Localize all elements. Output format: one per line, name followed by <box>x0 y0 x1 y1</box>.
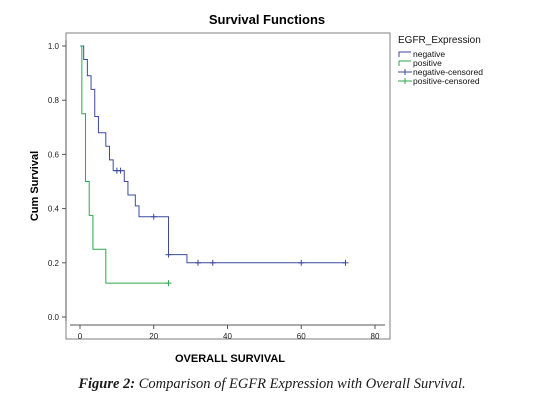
legend-entry-negative-censored: negative-censored <box>413 67 483 77</box>
y-tick-label: 0.6 <box>48 150 60 159</box>
legend-key-positive <box>398 60 411 66</box>
negative-censored-mark <box>165 251 172 258</box>
legend-key-negative-censored <box>398 69 412 75</box>
y-tick-label: 0.8 <box>48 96 60 105</box>
plot-area <box>65 32 391 340</box>
legend-key-negative <box>398 51 411 57</box>
legend-key-positive-censored <box>398 78 412 84</box>
negative-censored-mark <box>298 259 305 266</box>
y-tick-label: 0.0 <box>48 313 60 322</box>
survival-chart: Survival Functions 0 20 40 60 80 0.0 0.2 0.4 0.6… <box>29 12 483 365</box>
legend-entry-negative: negative <box>413 49 445 59</box>
positive-censored-mark <box>165 280 172 287</box>
negative-censored-mark <box>195 259 201 266</box>
series-layer <box>80 45 349 287</box>
y-tick-label: 1.0 <box>48 42 60 51</box>
y-axis-title: Cum Survival <box>29 151 41 221</box>
positive-survival-curve <box>80 45 169 284</box>
legend-title: EGFR_Expression <box>398 35 481 46</box>
legend: EGFR_Expression negativepositivenegative… <box>398 35 483 86</box>
x-tick-label: 60 <box>297 332 306 341</box>
legend-entry-positive: positive <box>413 58 442 68</box>
negative-censored-mark <box>342 259 349 266</box>
figure-caption: Figure 2: Comparison of EGFR Expression … <box>0 376 544 393</box>
negative-survival-curve <box>80 45 346 264</box>
y-tick-label: 0.4 <box>48 205 60 214</box>
negative-censored-mark <box>117 167 124 174</box>
x-tick-label: 80 <box>371 332 380 341</box>
x-axis-title: OVERALL SURVIVAL <box>175 353 285 365</box>
chart-title: Survival Functions <box>209 12 325 27</box>
negative-censored-mark <box>209 259 216 266</box>
y-tick-label: 0.2 <box>48 259 60 268</box>
legend-entry-positive-censored: positive-censored <box>413 76 480 86</box>
negative-censored-mark <box>150 213 157 220</box>
caption-label: Figure 2: <box>78 376 136 392</box>
x-tick-label: 20 <box>149 332 158 341</box>
caption-text: Comparison of EGFR Expression with Overa… <box>138 376 466 392</box>
x-tick-label: 40 <box>223 332 232 341</box>
axes: 0 20 40 60 80 0.0 0.2 0.4 0.6 0.8 1.0 <box>48 40 385 341</box>
x-tick-label: 0 <box>78 332 83 341</box>
